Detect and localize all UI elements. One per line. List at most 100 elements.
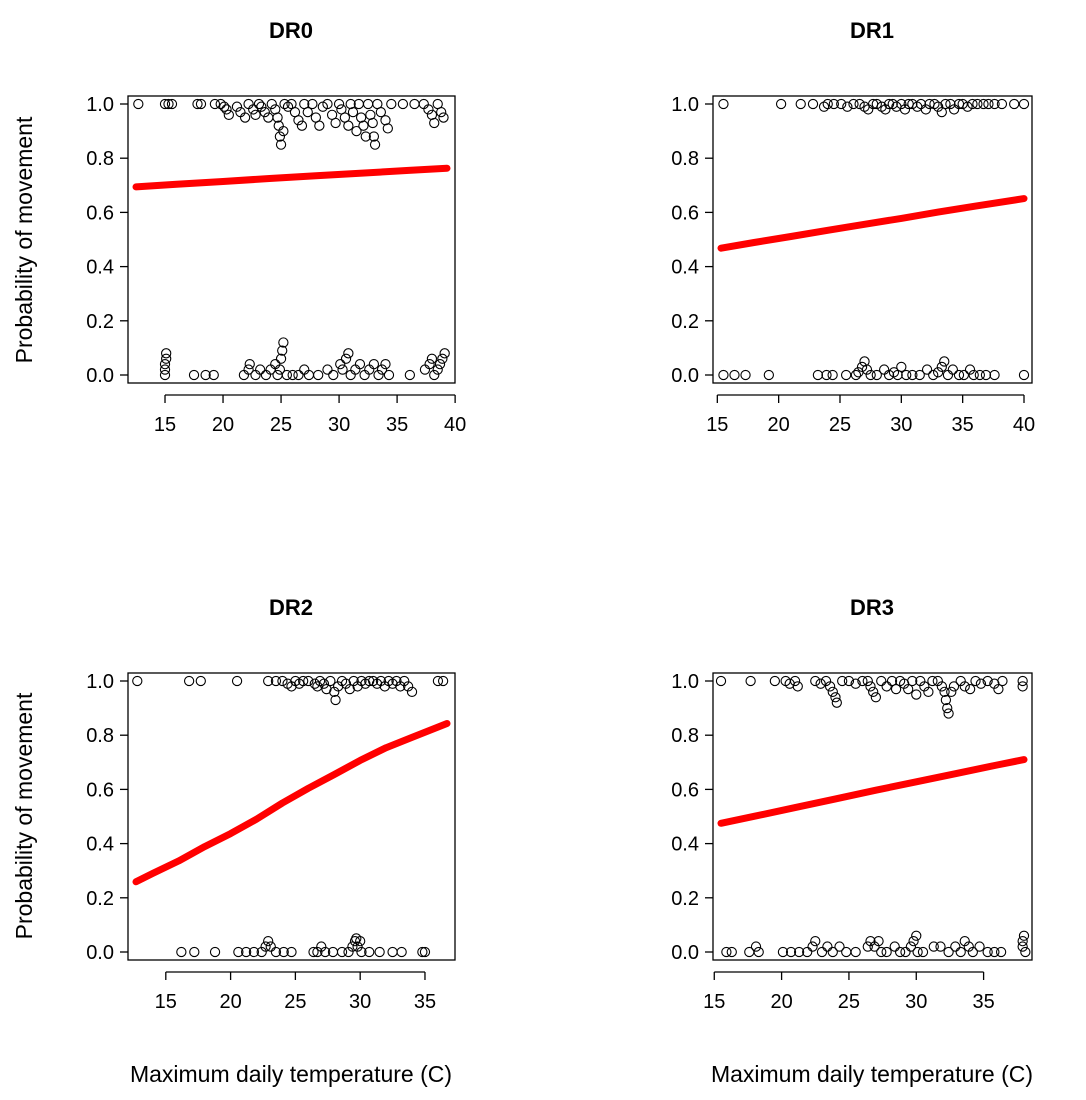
y-axis: 0.0 0.2 0.4 0.6 0.8 1.0 [86, 671, 128, 964]
data-point [927, 675, 938, 687]
data-point [975, 678, 987, 689]
data-point [881, 681, 892, 692]
data-point [843, 675, 855, 687]
data-point [437, 675, 449, 687]
x-tick-label: 15 [154, 414, 176, 436]
data-point [278, 337, 289, 348]
y-tick-label: 0.4 [671, 257, 699, 279]
data-point [354, 359, 366, 370]
data-point [176, 946, 187, 958]
data-point [337, 364, 348, 375]
data-point [221, 104, 232, 115]
data-point [395, 681, 406, 692]
data-point [989, 946, 1000, 958]
data-point [718, 369, 729, 381]
data-point [432, 675, 444, 687]
x-tick-label: 30 [905, 991, 927, 1013]
y-tick-label: 0.0 [86, 942, 114, 964]
data-point [793, 946, 805, 958]
data-point [279, 98, 290, 110]
data-point [899, 104, 911, 115]
data-point [959, 681, 970, 692]
data-point [399, 675, 410, 687]
data-point [330, 694, 341, 706]
data-point [383, 369, 395, 381]
data-point [837, 675, 848, 687]
x-tick-label: 15 [155, 991, 177, 1013]
x-tick-label: 35 [386, 414, 408, 436]
data-point [362, 98, 374, 110]
x-tick-label: 20 [768, 414, 790, 436]
fitted-curve [717, 195, 1028, 252]
data-point [932, 101, 944, 112]
x-tick-label: 20 [770, 991, 792, 1013]
panel-dr2: DR2 Probability of movement Maximum dail… [11, 595, 456, 1087]
data-point [200, 369, 211, 381]
data-point [312, 946, 323, 958]
data-point [940, 694, 952, 706]
x-tick-label: 30 [349, 991, 371, 1013]
data-point [195, 98, 207, 110]
data-point [840, 369, 852, 381]
x-axis: 15 20 25 30 35 40 [154, 394, 466, 436]
x-tick-label: 30 [890, 414, 912, 436]
x-tick-label: 25 [829, 414, 851, 436]
data-point [344, 683, 355, 695]
data-point [373, 369, 384, 381]
data-point [256, 946, 267, 958]
x-tick-label: 40 [1013, 414, 1035, 436]
x-tick-label: 25 [284, 991, 306, 1013]
data-point [329, 686, 340, 697]
data-point [850, 678, 861, 689]
data-point [883, 369, 895, 381]
data-point [286, 946, 297, 958]
data-point [911, 930, 922, 941]
data-point [248, 946, 260, 958]
data-point [907, 369, 918, 381]
data-point [967, 98, 978, 110]
data-point [889, 941, 900, 952]
data-point [424, 359, 435, 370]
data-point [1018, 98, 1030, 110]
y-tick-label: 0.0 [86, 365, 114, 387]
data-point [215, 98, 226, 110]
data-point [382, 123, 393, 134]
data-point [997, 675, 1008, 687]
data-point [792, 681, 803, 692]
data-point [364, 946, 375, 958]
observations [133, 98, 450, 381]
data-point [387, 946, 398, 958]
data-point [348, 675, 359, 687]
data-point [818, 101, 830, 112]
data-point [343, 946, 354, 958]
data-point [989, 369, 1000, 381]
data-point [436, 106, 447, 118]
x-tick-label: 35 [414, 991, 436, 1013]
y-tick-label: 0.4 [671, 834, 699, 856]
plot-frame [127, 95, 456, 384]
data-point [923, 686, 934, 697]
data-point [352, 681, 363, 692]
data-point [946, 686, 957, 697]
data-point [352, 941, 363, 952]
data-point [256, 101, 267, 112]
data-point [340, 353, 352, 364]
data-point [1018, 369, 1030, 381]
data-point [189, 946, 200, 958]
data-point [964, 683, 976, 695]
data-point [900, 946, 911, 958]
data-point [972, 98, 983, 110]
data-point [862, 675, 873, 687]
data-point [355, 936, 366, 947]
data-point [432, 364, 443, 375]
data-point [955, 946, 966, 958]
data-point [380, 359, 391, 370]
data-point [775, 98, 787, 110]
data-point [821, 369, 832, 381]
panel-title: DR3 [850, 595, 894, 620]
data-point [360, 131, 371, 142]
data-point [876, 675, 887, 687]
data-point [812, 369, 824, 381]
data-point [343, 348, 354, 359]
data-point [345, 98, 356, 110]
